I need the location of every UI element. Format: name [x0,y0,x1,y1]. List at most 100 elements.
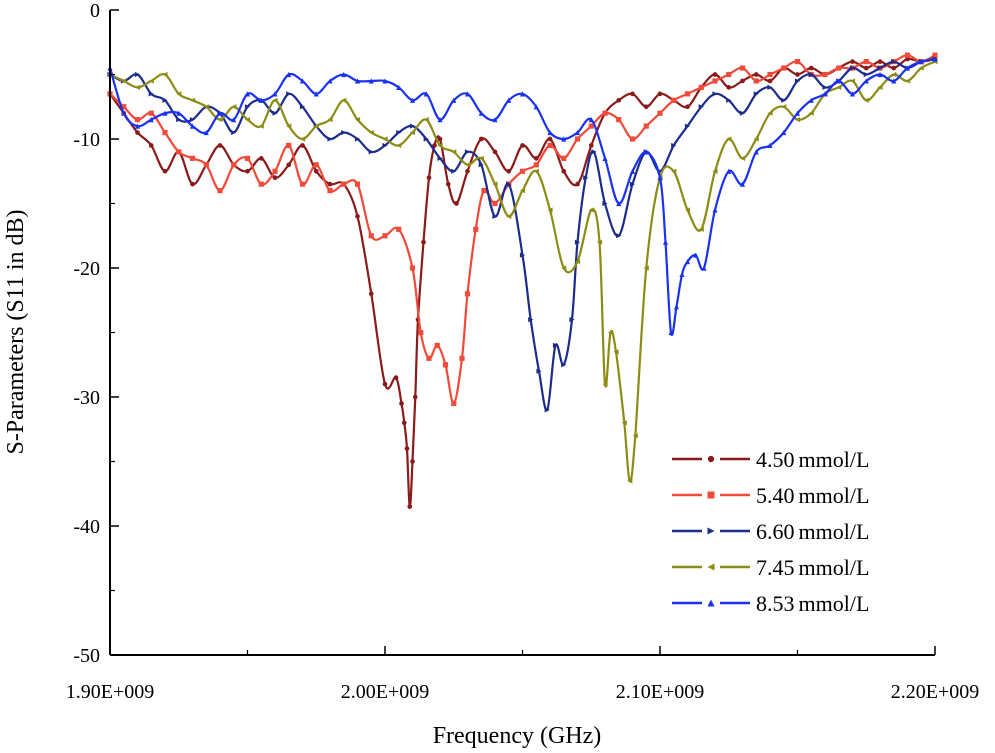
data-point [519,252,526,258]
data-point [863,78,869,84]
data-point [822,71,828,78]
data-point [591,149,597,155]
data-point [794,110,801,116]
data-point [299,181,306,187]
data-point [891,65,897,71]
data-point [258,97,264,103]
data-point [203,129,209,136]
data-point [134,117,141,123]
data-point [459,355,465,361]
x-tick-label: 2.00E+009 [341,681,430,703]
data-point [176,117,182,123]
data-point [836,65,842,71]
data-point [519,188,526,194]
data-point [286,162,292,168]
data-point [478,162,484,168]
data-point [684,91,691,97]
data-point [520,143,525,148]
data-point [726,97,732,103]
data-point [781,104,787,110]
data-point [423,136,429,142]
data-point [327,188,333,194]
data-point [121,78,127,84]
data-point [481,188,487,194]
data-point [217,143,223,148]
data-point [767,84,773,90]
legend-value: 8.53 [756,591,795,616]
x-tick-label: 2.10E+009 [616,681,705,703]
data-point [492,149,498,155]
data-point [616,233,622,239]
legend-unit: mmol/L [799,483,870,508]
data-point [418,329,424,336]
data-point [781,97,787,103]
data-point [533,168,539,174]
data-point [492,200,498,207]
data-point [891,59,897,65]
data-point [932,56,938,62]
data-point [657,91,663,97]
data-point [726,168,732,174]
data-point [684,207,691,213]
data-point [354,136,361,142]
data-point [401,420,407,426]
data-point [547,207,553,213]
legend-unit: mmol/L [799,519,870,544]
data-point [437,117,443,123]
data-point [412,394,418,400]
data-point [643,123,649,129]
data-point [382,381,388,387]
data-point [739,155,746,161]
legend-value: 7.45 [756,555,795,580]
y-tick-label: -50 [73,645,100,667]
data-point [698,226,704,232]
data-point [767,78,773,84]
data-point [203,162,209,168]
data-point [712,91,718,97]
data-point [836,78,842,84]
data-point [904,65,911,71]
data-point [753,78,759,84]
data-point [272,91,278,97]
data-point [506,97,512,103]
data-point [272,175,278,181]
data-point [258,123,264,129]
data-point [808,110,814,116]
series-line [109,60,936,483]
data-point [382,136,388,142]
data-point [602,381,608,387]
data-point [506,168,512,174]
data-point [918,65,924,71]
data-point [753,72,759,77]
data-point [632,433,638,439]
data-point [217,110,223,116]
legend-value: 5.40 [756,483,795,508]
data-point [795,72,800,77]
data-point [583,175,589,181]
data-point [272,110,278,116]
data-point [478,110,484,116]
data-point [176,91,182,97]
data-point [849,91,856,97]
data-point [368,149,374,155]
data-point [877,71,883,78]
data-point [533,104,539,110]
data-point [313,91,319,97]
data-point [382,233,388,239]
series-8.53 [107,56,938,336]
data-point [492,117,498,123]
data-point [244,155,251,161]
data-point [465,168,470,174]
data-point [327,117,333,123]
data-point [561,362,567,368]
data-point [134,84,141,90]
data-point [588,207,594,213]
legend-label: 4.50 mmol/L [756,447,869,472]
data-point [245,168,250,174]
data-point [528,317,534,323]
y-tick-label: -10 [73,129,100,151]
data-point [176,149,182,155]
data-point [794,117,801,123]
data-point [726,85,732,90]
